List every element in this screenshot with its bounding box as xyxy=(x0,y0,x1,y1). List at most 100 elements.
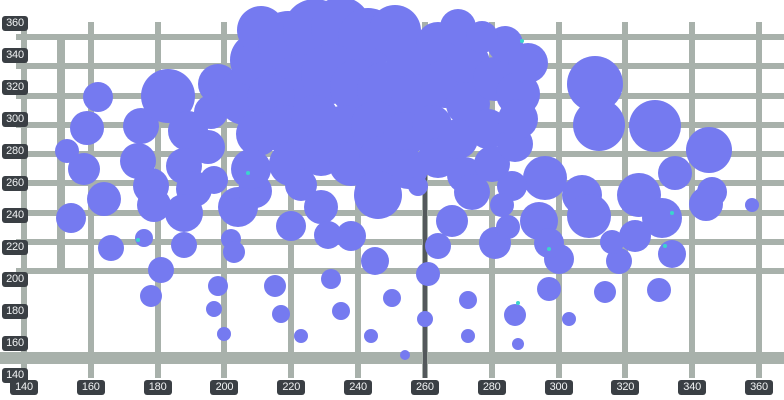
data-point-bubble[interactable] xyxy=(135,228,154,247)
y-tick-label: 300 xyxy=(2,111,28,127)
data-point-bubble[interactable] xyxy=(223,241,246,264)
data-point-bubble[interactable] xyxy=(194,94,229,129)
data-point-bubble[interactable] xyxy=(435,205,468,238)
v-gridline xyxy=(288,22,295,378)
data-point-bubble[interactable] xyxy=(629,100,682,153)
data-point-bubble[interactable] xyxy=(453,174,490,211)
x-tick-label: 200 xyxy=(210,380,239,395)
data-point-bubble[interactable] xyxy=(382,288,401,307)
data-point-bubble[interactable] xyxy=(190,129,225,164)
data-point-bubble[interactable] xyxy=(461,328,476,343)
data-point-bubble[interactable] xyxy=(416,262,441,287)
data-point-bubble[interactable] xyxy=(536,276,561,301)
data-point-bubble[interactable] xyxy=(745,198,760,213)
y-tick-label: 200 xyxy=(2,271,28,287)
crosshair-line xyxy=(422,60,427,378)
data-point-bubble[interactable] xyxy=(147,256,174,283)
y-tick-label: 240 xyxy=(2,207,28,223)
axis-bottom-spine xyxy=(0,352,784,364)
data-point-bubble[interactable] xyxy=(55,139,80,164)
data-point-bubble[interactable] xyxy=(688,186,723,221)
data-point-bubble[interactable] xyxy=(55,203,86,234)
data-point-bubble[interactable] xyxy=(523,155,568,200)
x-tick-label: 340 xyxy=(678,380,707,395)
data-point-bubble[interactable] xyxy=(658,156,693,191)
accent-dot xyxy=(519,39,524,44)
v-gridline xyxy=(756,22,762,378)
data-point-bubble[interactable] xyxy=(498,98,539,139)
x-tick-label: 260 xyxy=(410,380,439,395)
data-point-bubble[interactable] xyxy=(646,278,671,303)
data-point-bubble[interactable] xyxy=(594,280,617,303)
data-point-bubble[interactable] xyxy=(416,311,433,328)
h-gridline xyxy=(16,238,784,245)
data-point-bubble[interactable] xyxy=(207,275,228,296)
data-point-bubble[interactable] xyxy=(336,221,367,252)
data-point-bubble[interactable] xyxy=(354,171,403,220)
data-point-bubble[interactable] xyxy=(561,312,576,327)
data-point-bubble[interactable] xyxy=(508,43,549,84)
data-point-bubble[interactable] xyxy=(425,233,452,260)
y-tick-label: 340 xyxy=(2,47,28,63)
data-point-bubble[interactable] xyxy=(171,231,198,258)
y-tick-label: 220 xyxy=(2,239,28,255)
data-point-bubble[interactable] xyxy=(231,148,272,189)
data-point-bubble[interactable] xyxy=(533,228,564,259)
data-point-bubble[interactable] xyxy=(294,328,309,343)
data-point-bubble[interactable] xyxy=(566,193,611,238)
data-point-bubble[interactable] xyxy=(364,328,379,343)
y-tick-label: 160 xyxy=(2,335,28,351)
data-point-bubble[interactable] xyxy=(332,301,351,320)
data-point-bubble[interactable] xyxy=(504,304,527,327)
data-point-bubble[interactable] xyxy=(642,198,683,239)
accent-dot xyxy=(546,247,551,252)
data-point-bubble[interactable] xyxy=(97,234,124,261)
data-point-bubble[interactable] xyxy=(600,229,624,254)
data-point-bubble[interactable] xyxy=(658,239,687,268)
data-point-bubble[interactable] xyxy=(272,304,291,323)
y-tick-label: 320 xyxy=(2,79,28,95)
y-tick-label: 280 xyxy=(2,143,28,159)
data-point-bubble[interactable] xyxy=(70,110,105,145)
y-tick-label: 140 xyxy=(2,367,28,383)
data-point-bubble[interactable] xyxy=(459,291,478,310)
v-gridline xyxy=(555,22,562,378)
x-tick-label: 280 xyxy=(477,380,506,395)
h-gridline xyxy=(16,209,784,216)
data-point-bubble[interactable] xyxy=(496,215,521,240)
data-point-bubble[interactable] xyxy=(489,193,514,218)
data-point-bubble[interactable] xyxy=(206,301,223,318)
data-point-bubble[interactable] xyxy=(200,166,229,195)
accent-dot xyxy=(516,301,521,306)
data-point-bubble[interactable] xyxy=(165,193,204,232)
y-tick-label: 260 xyxy=(2,175,28,191)
data-point-bubble[interactable] xyxy=(304,189,339,224)
y-tick-label: 180 xyxy=(2,303,28,319)
x-tick-label: 300 xyxy=(544,380,573,395)
data-point-bubble[interactable] xyxy=(465,21,498,53)
data-point-bubble[interactable] xyxy=(82,82,113,112)
data-point-bubble[interactable] xyxy=(139,285,162,308)
data-point-bubble[interactable] xyxy=(87,182,122,217)
data-point-bubble[interactable] xyxy=(408,176,429,197)
data-point-bubble[interactable] xyxy=(321,268,342,289)
x-tick-label: 140 xyxy=(10,380,38,395)
data-point-bubble[interactable] xyxy=(512,338,525,351)
accent-dot xyxy=(663,244,668,249)
x-tick-label: 180 xyxy=(143,380,172,395)
data-point-bubble[interactable] xyxy=(276,210,307,241)
accent-dot xyxy=(245,171,250,176)
data-point-bubble[interactable] xyxy=(360,246,389,275)
data-point-bubble[interactable] xyxy=(572,98,625,151)
data-point-bubble[interactable] xyxy=(685,126,732,173)
x-tick-label: 240 xyxy=(344,380,373,395)
data-point-bubble[interactable] xyxy=(222,197,247,222)
data-point-bubble[interactable] xyxy=(263,274,286,297)
x-tick-label: 320 xyxy=(611,380,640,395)
v-gridline xyxy=(21,22,27,378)
accent-dot xyxy=(135,238,140,243)
data-point-bubble[interactable] xyxy=(217,327,232,342)
data-point-bubble[interactable] xyxy=(399,349,410,360)
h-gridline xyxy=(16,268,784,275)
